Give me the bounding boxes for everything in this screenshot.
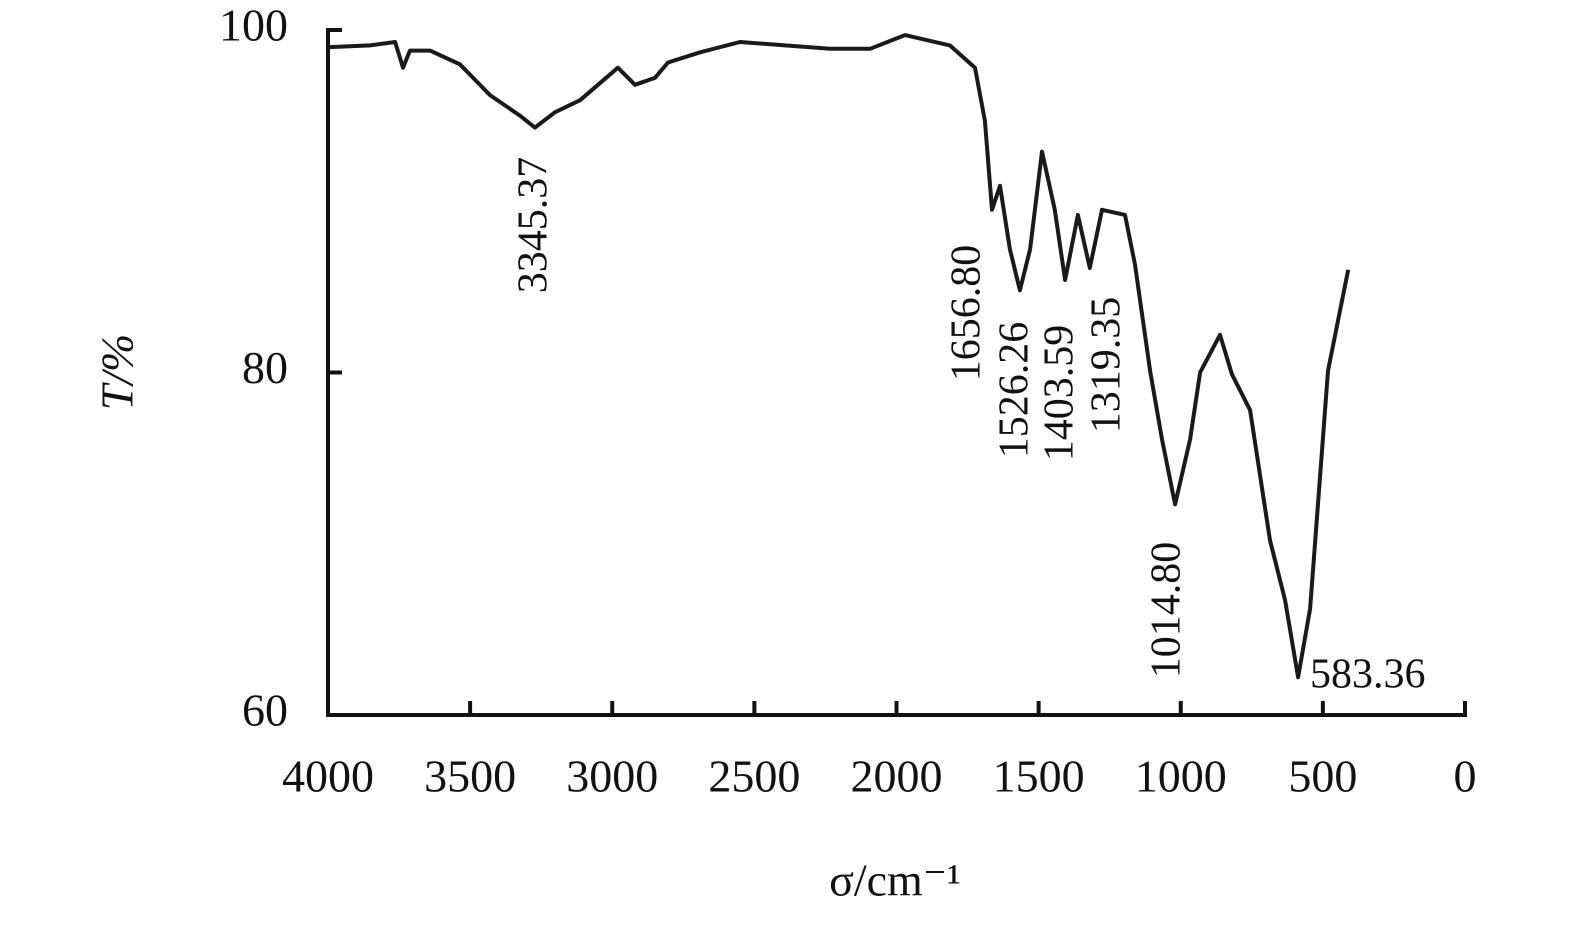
x-tick-label: 4000 (282, 751, 374, 802)
x-tick-label: 1000 (1135, 751, 1227, 802)
spectrum-line (329, 33, 1351, 680)
peak-label: 1319.35 (1084, 297, 1130, 434)
y-tick-label: 60 (242, 685, 288, 736)
x-tick-label: 1500 (993, 751, 1085, 802)
y-tick-label: 80 (242, 342, 288, 393)
y-tick-label: 100 (219, 0, 288, 51)
x-tick-label: 500 (1288, 751, 1357, 802)
peak-label: 1014.80 (1144, 542, 1190, 679)
x-tick-label: 3000 (566, 751, 658, 802)
peak-label: 1656.80 (944, 245, 990, 382)
peak-label: 583.36 (1310, 652, 1426, 698)
peak-label: 3345.37 (511, 157, 557, 294)
x-axis-label: σ/cm⁻¹ (829, 855, 961, 906)
peak-label: 1403.59 (1037, 325, 1083, 462)
y-axis-label: T/% (92, 334, 143, 411)
peak-label: 1526.26 (992, 322, 1038, 459)
x-tick-label: 2500 (708, 751, 800, 802)
x-tick-label: 2000 (851, 751, 943, 802)
x-tick-label: 3500 (424, 751, 516, 802)
x-tick-label: 0 (1454, 751, 1477, 802)
